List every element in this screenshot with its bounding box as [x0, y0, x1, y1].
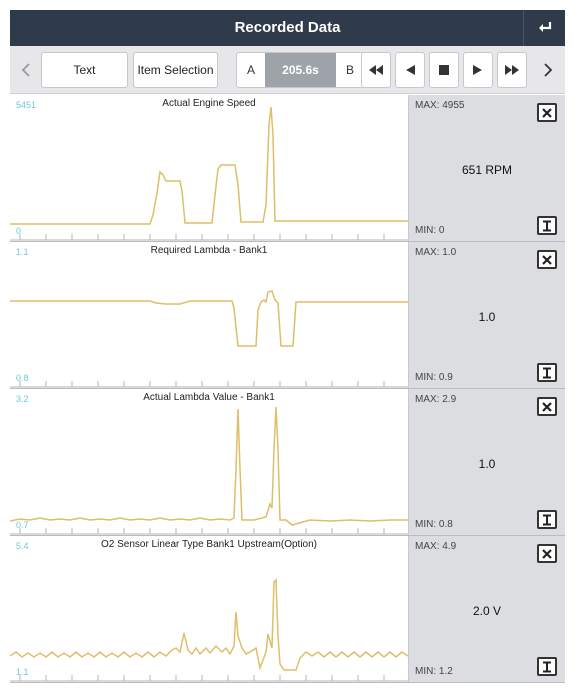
value-sidebar: MAX: 2.9 1.0 MIN: 0.8 — [408, 389, 565, 535]
trace-line — [10, 578, 408, 671]
close-graph-button[interactable] — [537, 103, 557, 122]
title-bar: Recorded Data — [10, 10, 565, 46]
close-graph-button[interactable] — [537, 397, 557, 416]
scale-min-label: 0.7 — [16, 520, 29, 530]
stop-button[interactable] — [429, 52, 459, 88]
graph-trace-svg — [10, 290, 408, 388]
graph-panel-o2-sensor: O2 Sensor Linear Type Bank1 Upstream(Opt… — [10, 536, 565, 683]
play-reverse-icon — [406, 65, 415, 75]
graph-title: O2 Sensor Linear Type Bank1 Upstream(Opt… — [100, 539, 318, 550]
graph-panel-required-lambda: Required Lambda - Bank1 1.1 0.8 MAX: 1.0… — [10, 242, 565, 389]
fast-forward-icon — [505, 65, 519, 75]
current-value: 1.0 — [478, 457, 496, 471]
fast-forward-button[interactable] — [497, 52, 527, 88]
min-value: MIN: 0.8 — [415, 519, 453, 530]
range-button[interactable] — [537, 216, 557, 235]
scale-min-label: 0.8 — [16, 373, 29, 383]
graph-trace-svg — [10, 406, 408, 535]
back-button[interactable] — [523, 10, 565, 46]
next-page-button[interactable] — [536, 52, 560, 88]
scale-min-label: 1.1 — [16, 667, 29, 677]
graph-panel-engine-speed: Actual Engine Speed 5451 0 MAX: 4955 651… — [10, 95, 565, 242]
item-selection-button[interactable]: Item Selection — [133, 52, 218, 88]
close-icon — [542, 107, 552, 118]
time-readout: 205.6s — [265, 53, 336, 87]
trace-line — [10, 106, 408, 225]
graph-panel-actual-lambda: Actual Lambda Value - Bank1 3.2 0.7 MAX:… — [10, 389, 565, 536]
close-graph-button[interactable] — [537, 250, 557, 269]
value-sidebar: MAX: 4.9 2.0 V MIN: 1.2 — [408, 536, 565, 682]
text-cursor-icon — [543, 220, 551, 231]
text-cursor-icon — [543, 367, 551, 378]
min-value: MIN: 0 — [415, 225, 445, 236]
graph-title: Actual Lambda Value - Bank1 — [143, 392, 275, 403]
graph-trace-svg — [10, 106, 408, 241]
scale-max-label: 3.2 — [16, 394, 29, 404]
range-button[interactable] — [537, 657, 557, 676]
marker-a-button[interactable]: A — [246, 63, 255, 77]
graph-plot[interactable]: Actual Lambda Value - Bank1 3.2 0.7 — [10, 389, 408, 535]
fast-rewind-icon — [369, 65, 383, 75]
prev-page-button[interactable] — [14, 52, 38, 88]
graph-title: Required Lambda - Bank1 — [150, 245, 268, 256]
scale-max-label: 1.1 — [16, 247, 29, 257]
range-button[interactable] — [537, 510, 557, 529]
min-value: MIN: 1.2 — [415, 666, 453, 677]
graph-trace-svg — [10, 578, 408, 682]
return-arrow-icon — [538, 22, 551, 32]
trace-line — [10, 406, 408, 526]
value-sidebar: MAX: 4955 651 RPM MIN: 0 — [408, 95, 565, 241]
rewind-button[interactable] — [395, 52, 425, 88]
scale-min-label: 0 — [16, 226, 22, 236]
current-value: 651 RPM — [461, 163, 513, 177]
close-icon — [542, 254, 552, 265]
range-button[interactable] — [537, 363, 557, 382]
text-cursor-icon — [543, 661, 551, 672]
graph-plot[interactable]: Required Lambda - Bank1 1.1 0.8 — [10, 242, 408, 388]
min-value: MIN: 0.9 — [415, 372, 453, 383]
play-icon — [473, 65, 482, 75]
current-value: 1.0 — [478, 310, 496, 324]
max-value: MAX: 4.9 — [415, 541, 457, 552]
play-button[interactable] — [463, 52, 493, 88]
max-value: MAX: 2.9 — [415, 394, 457, 405]
close-icon — [542, 548, 552, 559]
page-title: Recorded Data — [234, 19, 341, 36]
chevron-left-icon — [21, 63, 30, 77]
close-icon — [542, 401, 552, 412]
trace-line — [10, 290, 408, 347]
current-value: 2.0 V — [472, 604, 502, 618]
fast-rewind-button[interactable] — [361, 52, 391, 88]
max-value: MAX: 1.0 — [415, 247, 457, 258]
stop-icon — [439, 65, 449, 75]
marker-b-button[interactable]: B — [345, 63, 354, 77]
value-sidebar: MAX: 1.0 1.0 MIN: 0.9 — [408, 242, 565, 388]
text-cursor-icon — [543, 514, 551, 525]
close-graph-button[interactable] — [537, 544, 557, 563]
graph-plot[interactable]: O2 Sensor Linear Type Bank1 Upstream(Opt… — [10, 536, 408, 682]
graph-plot[interactable]: Actual Engine Speed 5451 0 — [10, 95, 408, 241]
graph-title: Actual Engine Speed — [162, 98, 256, 109]
toolbar: Text Item Selection A 205.6s B — [10, 46, 565, 94]
ab-marker-selector: A 205.6s B — [236, 52, 365, 88]
chevron-right-icon — [544, 63, 553, 77]
scale-max-label: 5451 — [16, 100, 37, 110]
scale-max-label: 5.4 — [16, 541, 29, 551]
max-value: MAX: 4955 — [415, 100, 465, 111]
text-button[interactable]: Text — [41, 52, 128, 88]
